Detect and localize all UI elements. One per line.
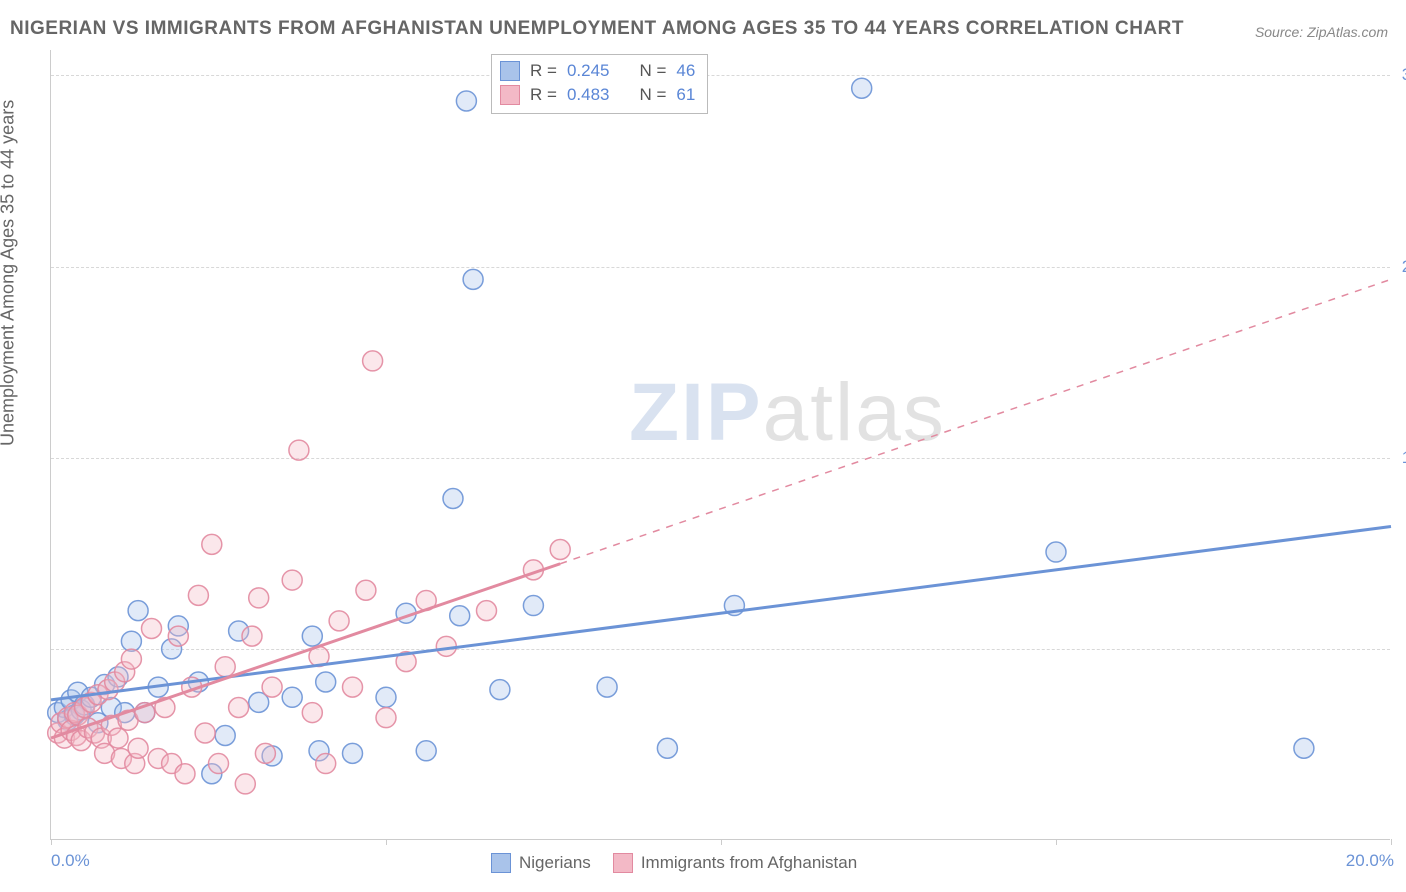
- scatter-svg: [51, 50, 1390, 839]
- legend-swatch-nigerians-icon: [491, 853, 511, 873]
- trend-line: [51, 527, 1391, 700]
- x-tick-min: 0.0%: [51, 851, 90, 871]
- scatter-point: [128, 601, 148, 621]
- scatter-point: [463, 269, 483, 289]
- scatter-point: [1294, 738, 1314, 758]
- y-tick-label: 7.5%: [1395, 639, 1406, 659]
- scatter-point: [128, 738, 148, 758]
- stats-r-nigerians: 0.245: [567, 59, 610, 83]
- scatter-point: [302, 626, 322, 646]
- stats-row-nigerians: R = 0.245 N = 46: [500, 59, 695, 83]
- x-tick: [1391, 839, 1392, 845]
- scatter-point: [597, 677, 617, 697]
- chart-title: NIGERIAN VS IMMIGRANTS FROM AFGHANISTAN …: [10, 18, 1184, 40]
- scatter-point: [255, 743, 275, 763]
- legend-item-afghan: Immigrants from Afghanistan: [613, 853, 857, 873]
- scatter-point: [242, 626, 262, 646]
- scatter-point: [477, 601, 497, 621]
- x-tick: [1056, 839, 1057, 845]
- scatter-point: [376, 708, 396, 728]
- scatter-point: [235, 774, 255, 794]
- scatter-point: [1046, 542, 1066, 562]
- scatter-point: [188, 585, 208, 605]
- scatter-point: [456, 91, 476, 111]
- scatter-point: [852, 78, 872, 98]
- stats-r-label: R =: [530, 59, 557, 83]
- swatch-nigerians-icon: [500, 61, 520, 81]
- stats-row-afghan: R = 0.483 N = 61: [500, 83, 695, 107]
- stats-legend: R = 0.245 N = 46 R = 0.483 N = 61: [491, 54, 708, 114]
- stats-r-afghan: 0.483: [567, 83, 610, 107]
- y-tick-label: 22.5%: [1395, 257, 1406, 277]
- scatter-point: [356, 580, 376, 600]
- scatter-point: [302, 703, 322, 723]
- source-label: Source: ZipAtlas.com: [1255, 24, 1388, 40]
- scatter-point: [523, 596, 543, 616]
- stats-n-nigerians: 46: [676, 59, 695, 83]
- scatter-point: [416, 741, 436, 761]
- legend-label-afghan: Immigrants from Afghanistan: [641, 853, 857, 873]
- scatter-point: [195, 723, 215, 743]
- scatter-point: [229, 697, 249, 717]
- scatter-point: [376, 687, 396, 707]
- scatter-point: [289, 440, 309, 460]
- y-tick-label: 30.0%: [1395, 65, 1406, 85]
- x-tick: [386, 839, 387, 845]
- scatter-point: [175, 764, 195, 784]
- legend-swatch-afghan-icon: [613, 853, 633, 873]
- stats-n-afghan: 61: [676, 83, 695, 107]
- scatter-point: [249, 588, 269, 608]
- scatter-point: [215, 657, 235, 677]
- scatter-point: [262, 677, 282, 697]
- swatch-afghan-icon: [500, 85, 520, 105]
- stats-r-label: R =: [530, 83, 557, 107]
- series-legend: Nigerians Immigrants from Afghanistan: [491, 853, 857, 873]
- scatter-point: [343, 743, 363, 763]
- scatter-point: [108, 728, 128, 748]
- scatter-point: [168, 626, 188, 646]
- plot-area: ZIPatlas 7.5%15.0%22.5%30.0% 0.0% 20.0% …: [50, 50, 1390, 840]
- scatter-point: [490, 680, 510, 700]
- y-axis-label: Unemployment Among Ages 35 to 44 years: [0, 100, 19, 446]
- trend-line-extrapolated: [560, 279, 1391, 563]
- scatter-point: [316, 672, 336, 692]
- scatter-point: [209, 754, 229, 774]
- scatter-point: [121, 631, 141, 651]
- scatter-point: [363, 351, 383, 371]
- x-tick-max: 20.0%: [1346, 851, 1394, 871]
- scatter-point: [443, 489, 463, 509]
- x-tick: [721, 839, 722, 845]
- scatter-point: [215, 726, 235, 746]
- scatter-point: [657, 738, 677, 758]
- scatter-point: [282, 687, 302, 707]
- stats-n-label: N =: [639, 59, 666, 83]
- scatter-point: [316, 754, 336, 774]
- scatter-point: [202, 534, 222, 554]
- legend-item-nigerians: Nigerians: [491, 853, 591, 873]
- legend-label-nigerians: Nigerians: [519, 853, 591, 873]
- scatter-point: [550, 539, 570, 559]
- scatter-point: [343, 677, 363, 697]
- x-tick: [51, 839, 52, 845]
- scatter-point: [121, 649, 141, 669]
- y-tick-label: 15.0%: [1395, 448, 1406, 468]
- stats-n-label: N =: [639, 83, 666, 107]
- scatter-point: [142, 618, 162, 638]
- scatter-point: [329, 611, 349, 631]
- scatter-point: [450, 606, 470, 626]
- scatter-point: [282, 570, 302, 590]
